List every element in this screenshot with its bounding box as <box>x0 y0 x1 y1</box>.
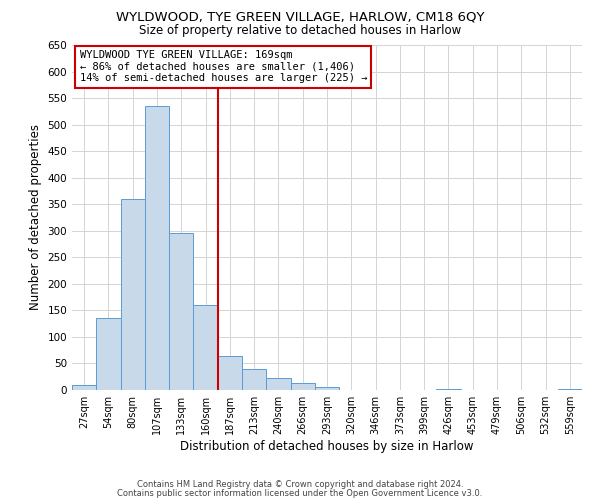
Bar <box>242 369 266 390</box>
Bar <box>96 318 121 390</box>
Text: WYLDWOOD, TYE GREEN VILLAGE, HARLOW, CM18 6QY: WYLDWOOD, TYE GREEN VILLAGE, HARLOW, CM1… <box>116 11 484 24</box>
Bar <box>266 378 290 390</box>
Bar <box>145 106 169 390</box>
Bar <box>558 389 582 390</box>
Bar <box>315 388 339 390</box>
Text: Size of property relative to detached houses in Harlow: Size of property relative to detached ho… <box>139 24 461 37</box>
Y-axis label: Number of detached properties: Number of detached properties <box>29 124 42 310</box>
Bar <box>290 382 315 390</box>
X-axis label: Distribution of detached houses by size in Harlow: Distribution of detached houses by size … <box>180 440 474 453</box>
Bar <box>218 356 242 390</box>
Bar <box>193 305 218 390</box>
Bar <box>72 384 96 390</box>
Text: Contains HM Land Registry data © Crown copyright and database right 2024.: Contains HM Land Registry data © Crown c… <box>137 480 463 489</box>
Bar <box>169 234 193 390</box>
Text: Contains public sector information licensed under the Open Government Licence v3: Contains public sector information licen… <box>118 488 482 498</box>
Bar <box>121 199 145 390</box>
Text: WYLDWOOD TYE GREEN VILLAGE: 169sqm
← 86% of detached houses are smaller (1,406)
: WYLDWOOD TYE GREEN VILLAGE: 169sqm ← 86%… <box>80 50 367 84</box>
Bar <box>436 389 461 390</box>
